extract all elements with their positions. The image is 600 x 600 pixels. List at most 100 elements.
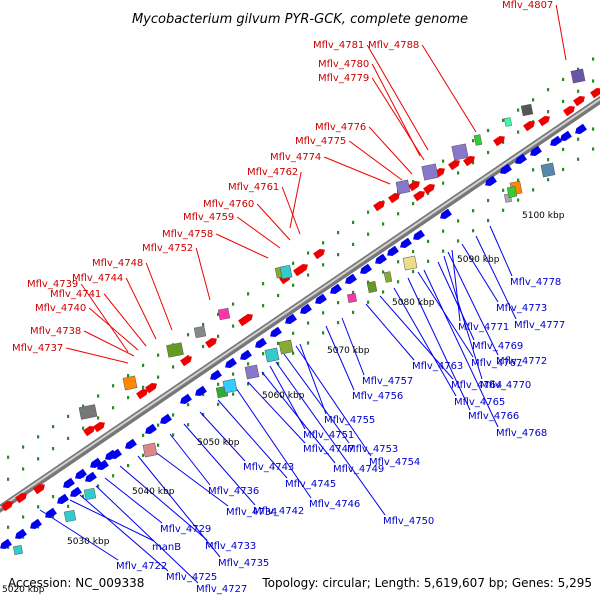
reverse-leader-line (379, 295, 454, 380)
reverse-gene-arrow (360, 263, 372, 275)
feature-box (142, 442, 158, 458)
forward-gene-arrow (180, 355, 192, 367)
reverse-gene-arrow (240, 349, 252, 361)
kbp-ticks: 5020 kbp 5030 kbp 5040 kbp 5050 kbp 5060 kbp… (2, 211, 565, 595)
reverse-gene-label: Mflv_4778 (510, 277, 561, 288)
reverse-leader-line (199, 411, 246, 462)
forward-gene-label: Mflv_4758 (162, 229, 213, 240)
tick-dot (472, 229, 475, 233)
forward-gene-arrow (15, 492, 27, 504)
reverse-leader-line (451, 249, 461, 322)
reverse-leader-line (104, 477, 163, 524)
reverse-leader-line (149, 447, 229, 507)
reverse-gene-label: Mflv_4755 (324, 415, 375, 426)
reverse-gene-arrow (440, 208, 452, 220)
reverse-gene-label: Mflv_4770 (480, 380, 531, 391)
reverse-gene-arrow (70, 486, 82, 498)
tick-dot (202, 344, 205, 349)
reverse-gene-arrow (270, 326, 282, 338)
tick-dot (82, 494, 85, 498)
tick-dot (82, 404, 85, 408)
reverse-gene-arrow (345, 273, 357, 285)
forward-gene-label: Mflv_4762 (247, 167, 298, 178)
reverse-gene-label: Mflv_4733 (205, 541, 256, 552)
forward-leader-line (281, 186, 301, 235)
kbp-tick-label: 5080 kbp (392, 298, 435, 308)
reverse-gene-label: Mflv_4773 (496, 303, 547, 314)
tick-dot (7, 525, 10, 529)
reverse-gene-arrow (63, 477, 75, 489)
forward-gene-label: Mflv_4737 (12, 343, 63, 354)
tick-dot (307, 341, 310, 345)
forward-gene-arrow (93, 421, 105, 433)
tick-dot (82, 426, 85, 430)
reverse-gene-arrow (530, 145, 542, 157)
tick-dot (292, 331, 295, 335)
reverse-leader-line (269, 365, 306, 430)
tick-dot (142, 453, 145, 457)
forward-gene-arrow (590, 87, 600, 99)
reverse-gene-arrow (300, 303, 312, 315)
forward-leader-line (80, 283, 129, 353)
feature-box (12, 544, 24, 556)
feature-box (166, 342, 184, 358)
tick-dot (337, 301, 340, 305)
tick-dot (382, 222, 385, 226)
tick-dot (577, 67, 580, 71)
tick-dot (592, 127, 595, 131)
tick-dot (577, 89, 580, 93)
tick-dot (202, 392, 205, 397)
feature-box (506, 186, 518, 198)
tick-dot (157, 423, 160, 427)
reverse-gene-arrow (57, 493, 69, 505)
reverse-leader-line (341, 317, 365, 376)
forward-gene-label: Mflv_4759 (183, 212, 234, 223)
reverse-gene-arrow (225, 357, 237, 369)
tick-dot (157, 353, 160, 357)
forward-leader-line (555, 4, 567, 61)
reverse-gene-arrow (500, 163, 512, 175)
reverse-gene-arrow (330, 283, 342, 295)
reverse-leader-line (393, 287, 457, 397)
tick-dot (217, 312, 220, 316)
tick-dot (562, 99, 565, 104)
tick-dot (472, 161, 475, 165)
forward-leader-line (371, 63, 421, 157)
forward-gene-label: Mflv_4739 (27, 279, 78, 290)
tick-dot (37, 505, 40, 509)
tick-dot (322, 263, 325, 267)
reverse-leader-line (183, 423, 256, 506)
tick-dot (127, 373, 130, 378)
tick-dot (397, 280, 400, 284)
forward-leader-line (324, 156, 391, 185)
forward-gene-arrow (463, 155, 475, 167)
forward-leader-line (368, 126, 413, 175)
tick-dot (547, 88, 550, 92)
reverse-leader-line (407, 277, 471, 411)
feature-box (421, 163, 439, 181)
tick-dot (67, 414, 70, 419)
tick-dot (112, 474, 115, 478)
forward-gene-label: Mflv_4774 (270, 152, 321, 163)
tick-dot (7, 477, 10, 481)
tick-dot (187, 403, 190, 407)
tick-dot (217, 334, 220, 338)
reverse-gene-arrow (210, 369, 222, 381)
reverse-gene-label: Mflv_4766 (468, 411, 519, 422)
tick-dot (52, 515, 55, 519)
tick-dot (337, 253, 340, 257)
feature-box (540, 162, 556, 178)
tick-dot (247, 362, 250, 366)
reverse-gene-label: Mflv_4763 (412, 361, 463, 372)
forward-gene-label: Mflv_4775 (295, 136, 346, 147)
forward-leader-line (289, 171, 302, 229)
tick-dot (367, 232, 370, 236)
feature-box (451, 143, 469, 161)
reverse-gene-label: Mflv_4756 (352, 391, 403, 402)
tick-dot (337, 231, 340, 235)
feature-box (570, 68, 586, 84)
reverse-gene-label: Mflv_4722 (116, 561, 167, 572)
forward-leader-line (236, 216, 281, 249)
